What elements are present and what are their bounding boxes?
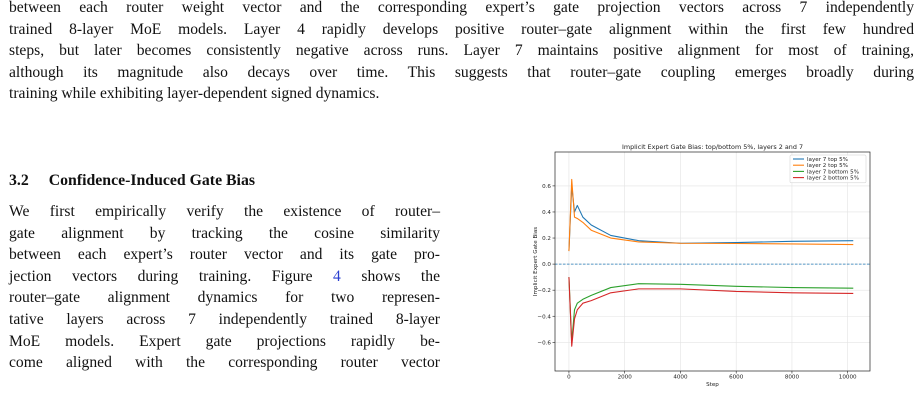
top-paragraph: between each router weight vector and th… [9, 0, 914, 105]
y-tick-label: 0.0 [542, 262, 551, 268]
figure-link: 4 [333, 267, 341, 285]
text-line: gate alignment by tracking the cosine si… [9, 224, 440, 242]
y-tick-label: −0.2 [537, 288, 551, 294]
text-span: shows the [340, 267, 440, 285]
x-tick-label: 6000 [729, 375, 744, 381]
text-line: tative layers across 7 independently tra… [9, 310, 440, 328]
x-tick-label: 2000 [618, 375, 633, 381]
legend-label: layer 2 top 5% [807, 163, 848, 169]
x-tick-label: 0 [567, 375, 571, 381]
section-title: Confidence-Induced Gate Bias [48, 172, 255, 189]
y-tick-label: 0.4 [542, 210, 551, 216]
text-line: come aligned with the corresponding rout… [9, 354, 440, 372]
y-tick-label: −0.6 [537, 340, 551, 346]
legend-label: layer 2 bottom 5% [807, 176, 859, 182]
plot-frame [554, 151, 871, 372]
section-heading: 3.2 Confidence-Induced Gate Bias [9, 172, 255, 190]
x-tick-label: 10000 [839, 375, 857, 381]
y-tick-label: −0.4 [537, 314, 551, 320]
plot-background [555, 152, 870, 371]
text-line: although its magnitude also decays over … [9, 63, 914, 81]
y-tick-label: 0.2 [542, 236, 551, 242]
x-tick-label: 4000 [673, 375, 688, 381]
text-line: We first empirically verify the existenc… [9, 203, 440, 220]
series-line [568, 277, 854, 347]
x-tick-label: 8000 [785, 375, 800, 381]
text-span: jection vectors during training. Figure [9, 267, 334, 285]
y-tick-label: 0.6 [542, 184, 551, 190]
x-axis-label: Step [706, 382, 719, 388]
chart-title: Implicit Expert Gate Bias: top/bottom 5%… [622, 143, 803, 151]
text-line: between each expert’s router vector and … [9, 246, 440, 264]
text-line: jection vectors during training. Figure … [9, 266, 440, 288]
legend-box [789, 154, 867, 184]
series-line [568, 178, 854, 252]
legend-label: layer 7 bottom 5% [807, 169, 859, 175]
y-axis-label: Implicit Expert Gate Bias [533, 227, 539, 296]
text-line: trained 8-layer MoE models. Layer 4 rapi… [9, 20, 914, 38]
series-line [568, 277, 854, 343]
text-line: router–gate alignment dynamics for two r… [9, 289, 440, 307]
left-paragraph: We first empirically verify the existenc… [9, 201, 440, 374]
text-line: training while exhibiting layer-dependen… [9, 85, 380, 103]
text-line: steps, but later becomes consistently ne… [9, 42, 914, 60]
legend-label: layer 7 top 5% [807, 157, 848, 163]
section-number: 3.2 [9, 172, 29, 189]
text-line: MoE models. Expert gate projections rapi… [9, 332, 440, 350]
text-line: between each router weight vector and th… [9, 0, 914, 16]
